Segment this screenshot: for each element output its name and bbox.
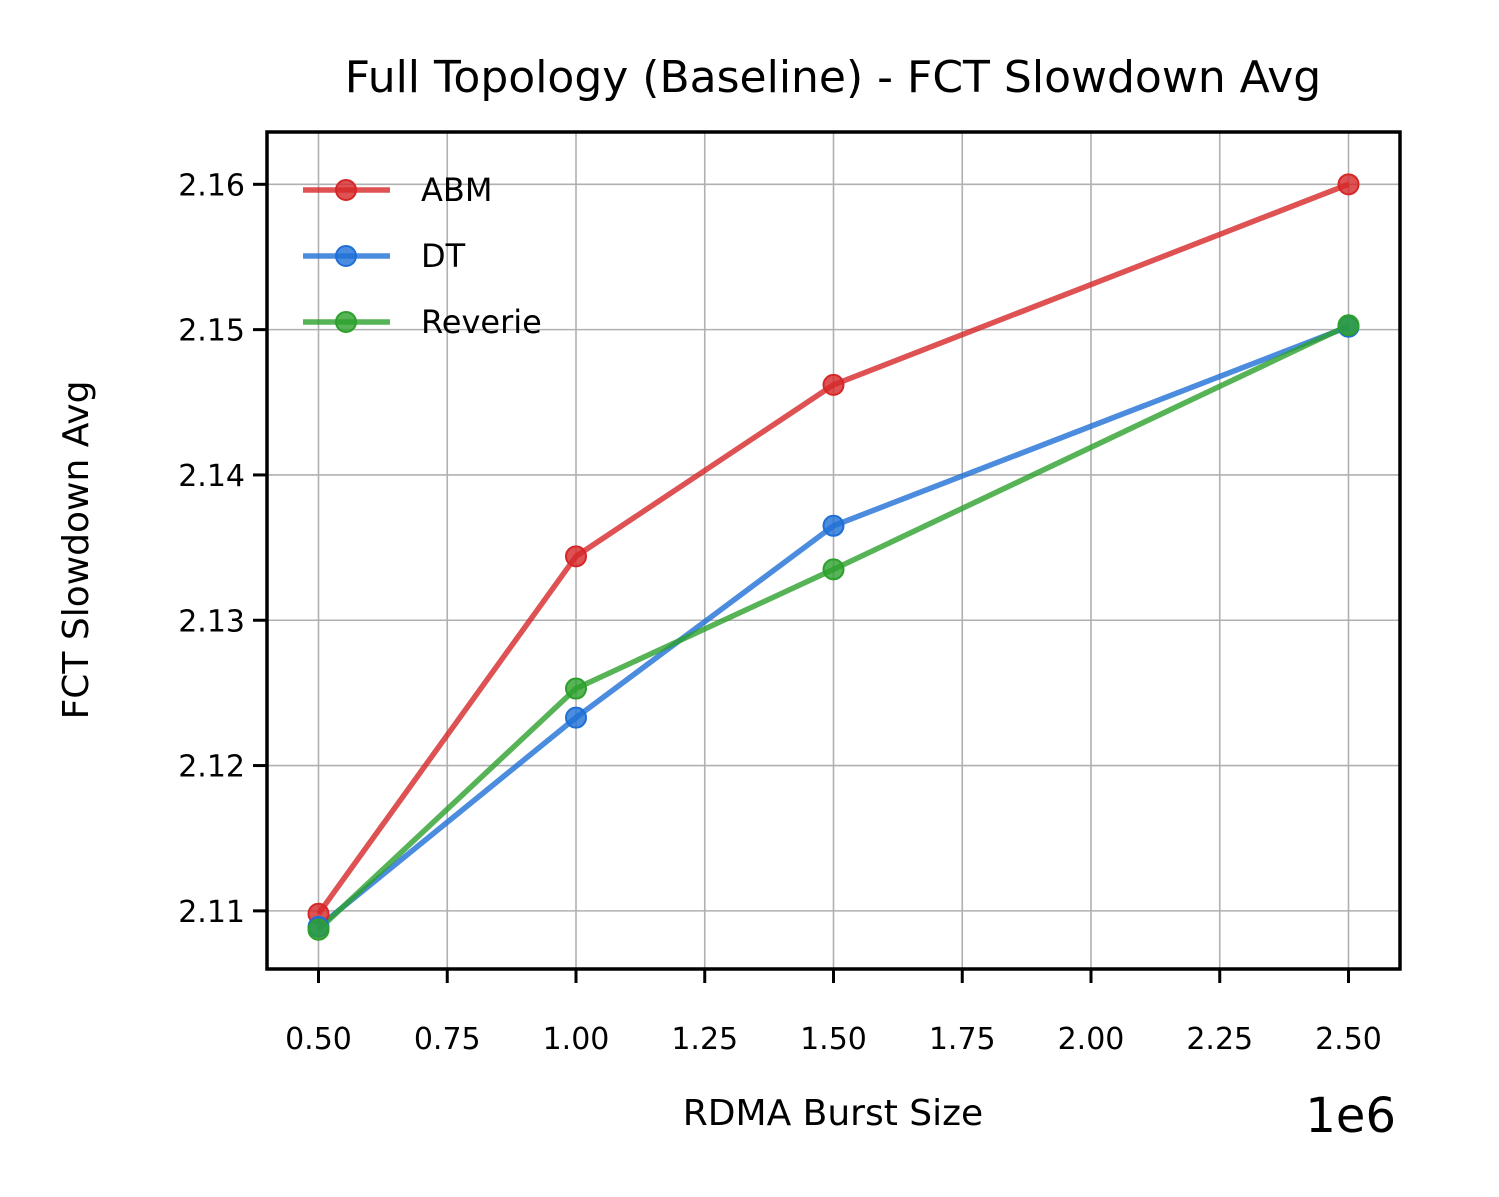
- data-point-reverie: [1337, 314, 1360, 337]
- data-point-abm: [1337, 173, 1360, 196]
- series-line-dt: [316, 324, 1350, 930]
- y-tick-label: 2.16: [178, 168, 245, 203]
- x-tick-label: 2.00: [1058, 1022, 1125, 1057]
- legend-marker-reverie: [335, 311, 357, 333]
- y-tick-label: 2.12: [178, 750, 245, 785]
- y-tick-label: 2.15: [178, 314, 245, 349]
- series-lines: [316, 181, 1350, 932]
- data-point-dt: [565, 706, 587, 729]
- x-tick-label: 0.50: [285, 1022, 352, 1057]
- x-tick-label: 1.75: [929, 1022, 996, 1057]
- data-point-abm: [565, 545, 587, 568]
- legend-marker-dt: [335, 245, 357, 267]
- legend-marker-abm: [335, 179, 357, 201]
- x-tick-label: 0.75: [414, 1022, 481, 1057]
- y-tick-label: 2.11: [178, 895, 245, 930]
- y-axis-ticks: 2.11 2.12 2.13 2.14 2.15 2.16: [178, 168, 267, 930]
- x-offset-label: 1e6: [1305, 1088, 1396, 1144]
- legend: ABM DT Reverie: [303, 171, 542, 341]
- y-tick-label: 2.14: [178, 459, 245, 494]
- y-axis-label: FCT Slowdown Avg: [56, 381, 97, 720]
- legend-label-reverie: Reverie: [421, 303, 542, 341]
- chart-title: Full Topology (Baseline) - FCT Slowdown …: [345, 52, 1321, 103]
- series-points: [307, 173, 1360, 941]
- x-tick-label: 1.25: [671, 1022, 738, 1057]
- x-tick-label: 2.50: [1315, 1022, 1382, 1057]
- data-point-reverie: [565, 677, 587, 700]
- series-line-abm: [316, 181, 1350, 916]
- data-point-reverie: [822, 558, 845, 581]
- grid-lines: [267, 132, 1400, 969]
- x-tick-label: 1.00: [543, 1022, 610, 1057]
- legend-label-dt: DT: [421, 237, 466, 275]
- x-axis-label: RDMA Burst Size: [683, 1093, 983, 1134]
- data-point-abm: [822, 373, 845, 396]
- x-axis-ticks: 0.50 0.75 1.00 1.25 1.50 1.75 2.00 2.25 2.50: [285, 969, 1382, 1057]
- y-tick-label: 2.13: [178, 604, 245, 639]
- series-line-reverie: [316, 322, 1350, 932]
- x-tick-label: 1.50: [800, 1022, 867, 1057]
- data-point-reverie: [307, 918, 330, 941]
- data-point-dt: [822, 514, 845, 537]
- x-tick-label: 2.25: [1186, 1022, 1253, 1057]
- legend-label-abm: ABM: [421, 171, 492, 209]
